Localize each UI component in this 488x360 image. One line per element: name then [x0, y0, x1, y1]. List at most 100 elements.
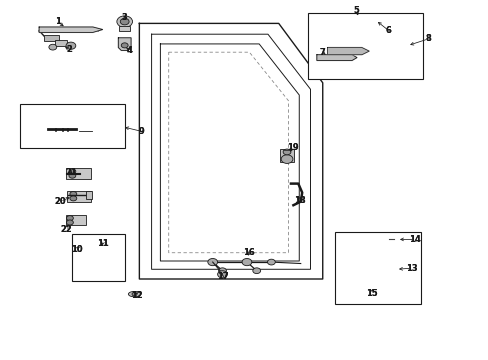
Circle shape [217, 271, 227, 278]
Circle shape [69, 173, 76, 178]
Circle shape [66, 216, 73, 221]
Circle shape [371, 240, 388, 253]
Text: 8: 8 [425, 34, 430, 43]
Circle shape [69, 169, 76, 174]
Text: 3: 3 [122, 13, 127, 22]
Text: 13: 13 [405, 264, 417, 273]
Text: 20: 20 [54, 197, 66, 206]
Polygon shape [327, 48, 368, 55]
Circle shape [371, 56, 380, 62]
Circle shape [386, 236, 395, 243]
Bar [98, 120, 112, 134]
Text: 13: 13 [405, 264, 417, 273]
Circle shape [121, 43, 128, 48]
Ellipse shape [128, 292, 141, 297]
Text: 11: 11 [97, 238, 108, 248]
Bar [85, 246, 115, 274]
Text: 11: 11 [97, 238, 108, 248]
Bar [79, 120, 92, 134]
Text: 18: 18 [294, 197, 305, 205]
Circle shape [70, 192, 77, 197]
Text: 3: 3 [122, 13, 127, 22]
Circle shape [100, 250, 108, 256]
Circle shape [366, 18, 371, 22]
Text: 19: 19 [286, 143, 298, 152]
Text: 21: 21 [65, 167, 77, 176]
Text: 14: 14 [408, 235, 420, 244]
Circle shape [391, 69, 400, 75]
Circle shape [367, 253, 377, 260]
Bar [44, 35, 59, 41]
Circle shape [32, 124, 44, 133]
Bar [65, 168, 91, 179]
Text: 1: 1 [55, 17, 61, 26]
Text: 9: 9 [139, 127, 144, 136]
Text: 10: 10 [71, 245, 82, 253]
Text: 4: 4 [126, 46, 132, 55]
Bar [334, 232, 420, 304]
Bar [76, 246, 85, 251]
Circle shape [352, 69, 361, 75]
Circle shape [375, 243, 384, 250]
Text: 16: 16 [243, 248, 255, 257]
Text: 22: 22 [60, 225, 72, 234]
Text: 12: 12 [131, 291, 142, 300]
Text: 8: 8 [425, 34, 430, 43]
Text: 14: 14 [408, 235, 420, 244]
Circle shape [66, 42, 76, 49]
Circle shape [70, 196, 77, 201]
Bar [280, 149, 293, 162]
Text: 9: 9 [139, 127, 144, 136]
Bar [352, 249, 385, 284]
Bar [66, 215, 85, 225]
Bar [20, 104, 124, 148]
Text: 18: 18 [294, 197, 305, 205]
Bar [119, 26, 130, 31]
Text: 15: 15 [365, 289, 377, 298]
Polygon shape [316, 55, 356, 60]
Circle shape [396, 56, 405, 62]
Bar [100, 122, 110, 132]
Bar [55, 40, 67, 46]
Text: 4: 4 [126, 46, 132, 55]
Polygon shape [118, 38, 131, 50]
Text: 2: 2 [66, 45, 72, 54]
Bar [386, 266, 395, 274]
Circle shape [218, 268, 226, 274]
Bar [382, 44, 395, 57]
Circle shape [117, 16, 132, 27]
Text: 22: 22 [60, 225, 72, 234]
Text: 21: 21 [65, 167, 77, 176]
Circle shape [120, 18, 129, 25]
Bar [81, 122, 90, 132]
Text: 17: 17 [216, 272, 228, 281]
Text: 12: 12 [131, 291, 142, 300]
Text: 6: 6 [385, 26, 391, 35]
Polygon shape [39, 27, 102, 32]
Text: 16: 16 [243, 248, 255, 257]
Bar [307, 13, 422, 79]
Bar [67, 191, 91, 202]
Circle shape [27, 121, 49, 136]
Text: 15: 15 [365, 289, 377, 298]
Circle shape [363, 15, 374, 24]
Text: 5: 5 [352, 6, 358, 15]
Bar [347, 247, 389, 294]
Circle shape [281, 155, 292, 163]
Text: 1: 1 [55, 17, 61, 26]
Bar [86, 191, 92, 199]
Bar [72, 234, 125, 281]
Circle shape [283, 149, 290, 155]
Text: 10: 10 [71, 245, 82, 253]
Circle shape [73, 242, 83, 249]
Circle shape [316, 54, 326, 61]
Circle shape [93, 261, 107, 271]
Text: 7: 7 [319, 48, 325, 57]
Bar [90, 250, 110, 265]
Text: 20: 20 [54, 197, 66, 206]
Circle shape [92, 250, 100, 256]
Circle shape [362, 249, 382, 264]
Bar [379, 41, 398, 59]
Text: 7: 7 [319, 48, 325, 57]
Text: 2: 2 [66, 45, 72, 54]
